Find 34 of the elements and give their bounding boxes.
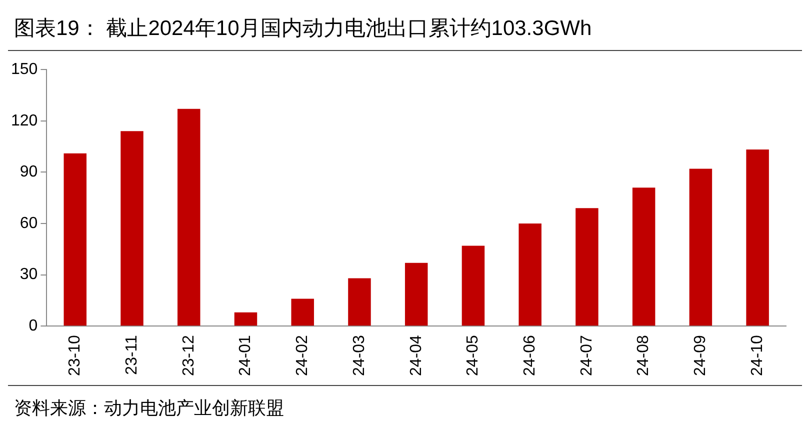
bar <box>177 108 200 326</box>
y-tick-label: 30 <box>20 266 38 284</box>
y-tick-label: 90 <box>20 164 38 181</box>
x-tick-label: 24-02 <box>294 334 312 376</box>
x-tick-label: 24-05 <box>464 334 482 376</box>
bar <box>64 153 87 326</box>
bar <box>462 246 485 326</box>
bar <box>689 168 712 326</box>
text: 资料来源：动力电池产业创新联盟 <box>8 386 802 420</box>
chart-title: 图表19： 截止2024年10月国内动力电池出口累计约103.3GWh <box>8 8 802 51</box>
bar <box>120 131 144 326</box>
x-tick-label: 24-06 <box>521 334 538 376</box>
y-tick-label: 60 <box>20 214 38 232</box>
x-tick-label: 24-08 <box>635 334 652 376</box>
bar <box>234 312 258 326</box>
bar <box>632 188 656 326</box>
y-tick-label: 0 <box>28 317 38 334</box>
bar <box>518 223 542 326</box>
x-tick-label: 24-04 <box>408 334 425 376</box>
x-tick-label: 24-01 <box>237 334 254 376</box>
bar <box>404 262 428 326</box>
x-tick-label: 24-09 <box>692 334 710 376</box>
x-tick-label: 23-10 <box>66 334 84 376</box>
bar <box>746 149 769 326</box>
x-tick-label: 24-03 <box>350 334 368 376</box>
x-tick-label: 24-07 <box>578 334 596 376</box>
bar <box>291 298 314 326</box>
x-tick-label: 24-10 <box>748 334 766 376</box>
x-tick-label: 23-12 <box>180 334 198 376</box>
x-tick-label: 23-11 <box>123 334 140 375</box>
bar <box>576 208 598 326</box>
y-tick-label: 150 <box>10 61 38 78</box>
y-tick-label: 120 <box>10 112 38 130</box>
bar <box>348 278 371 326</box>
